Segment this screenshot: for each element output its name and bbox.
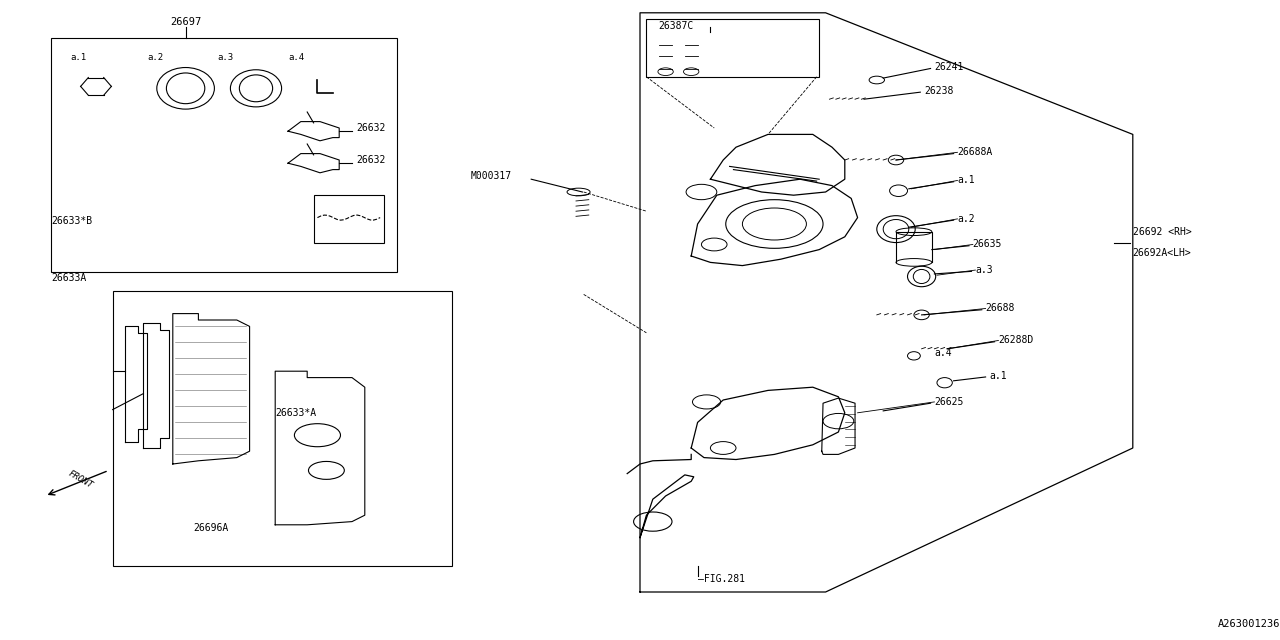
Text: a.2: a.2 [147,53,164,62]
Bar [113,291,452,566]
Text: a.3: a.3 [975,265,993,275]
Text: 26241: 26241 [934,62,964,72]
Text: 26692 <RH>: 26692 <RH> [1133,227,1192,237]
Text: FRONT: FRONT [67,468,95,490]
Text: a.4: a.4 [934,348,952,358]
Text: 26635: 26635 [973,239,1002,250]
Text: 26688: 26688 [986,303,1015,314]
Text: 26688A: 26688A [957,147,993,157]
Bar [51,38,397,272]
Text: 26633*B: 26633*B [51,216,92,226]
Text: a.1: a.1 [70,53,87,62]
Text: a.1: a.1 [957,175,975,186]
Text: a.3: a.3 [218,53,234,62]
Text: a.2: a.2 [957,214,975,224]
Text: A263001236: A263001236 [1217,619,1280,629]
Text: 26387C: 26387C [658,20,694,31]
Text: a.4: a.4 [288,53,305,62]
Text: a.1: a.1 [989,371,1007,381]
Text: 26288D: 26288D [998,335,1034,346]
Text: 26633A: 26633A [51,273,87,284]
Text: 26632: 26632 [356,123,385,133]
Text: —FIG.281: —FIG.281 [698,574,745,584]
Text: 26696A: 26696A [193,523,229,533]
Text: 26632: 26632 [356,155,385,165]
Text: M000317: M000317 [471,171,512,181]
Text: 26238: 26238 [924,86,954,96]
Text: 26692A<LH>: 26692A<LH> [1133,248,1192,258]
Bar [314,195,384,243]
Text: 26633*A: 26633*A [275,408,316,418]
Text: 26625: 26625 [934,397,964,407]
Bar [646,19,819,77]
Text: 26697: 26697 [170,17,201,28]
